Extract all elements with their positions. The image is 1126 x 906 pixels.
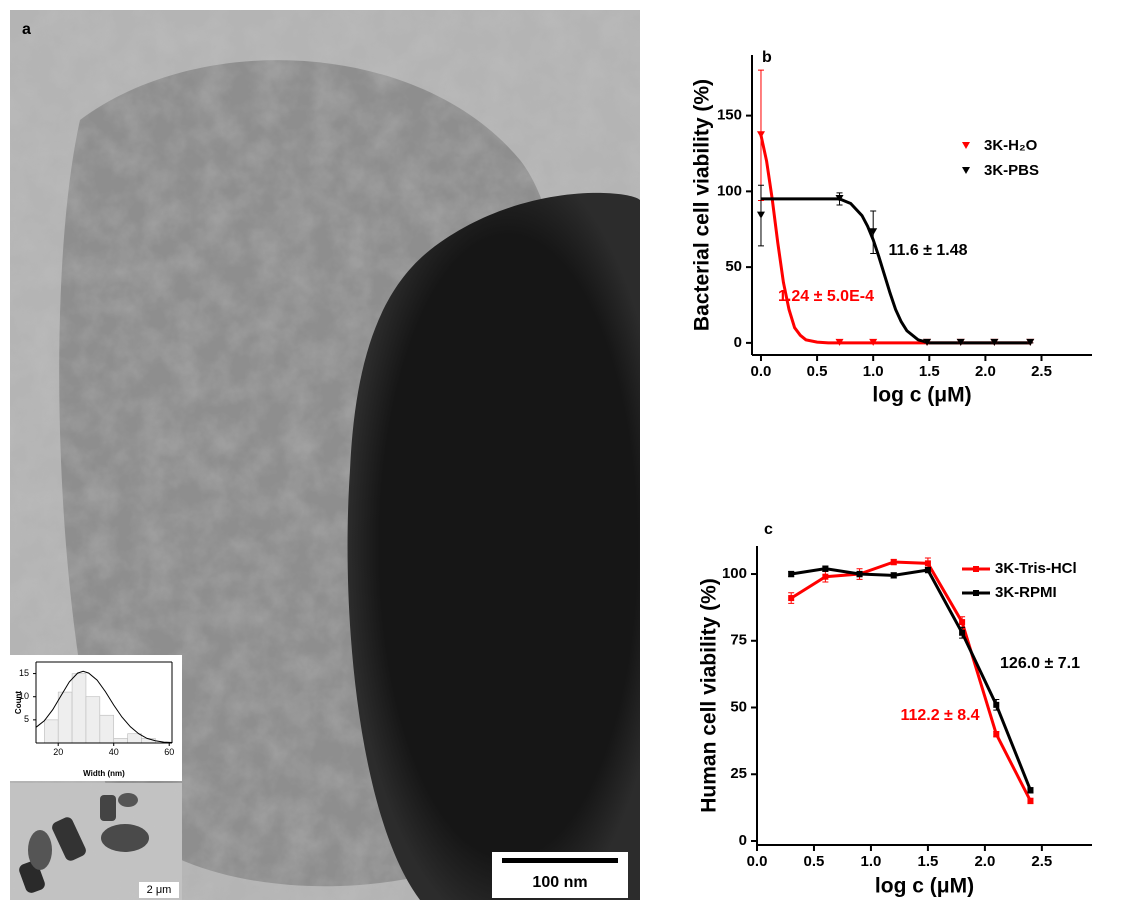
histogram-bar [128,734,142,743]
x-axis-title: log c (μM) [872,384,971,407]
histogram-bar [72,674,86,743]
legend-marker [962,167,970,174]
x-tick-label: 60 [164,747,174,757]
data-point [822,574,828,580]
chart-panel: c 0 25 50 75 100 0.0 0.5 1.0 1.5 2.0 2.5 log c (μM) H… [698,521,1092,897]
scale-bar [502,858,618,863]
chart-panel: b 0 50 100 150 0.0 0.5 1.0 1.5 2.0 2.5 log c (μM) Ba… [691,49,1092,406]
data-point [822,566,828,572]
data-point [993,731,999,737]
x-tick-label: 0.5 [807,363,828,380]
annotation: 112.2 ± 8.4 [900,707,979,724]
legend-marker [962,142,970,149]
y-tick-label: 100 [717,182,742,199]
x-axis-title: log c (μM) [875,875,974,898]
x-tick-label: 2.5 [1031,853,1052,870]
legend-marker [973,566,979,572]
histogram-bar [114,738,128,743]
legend-marker [973,590,979,596]
data-point [1027,787,1033,793]
panel-label: b [762,49,772,66]
x-tick-label: 1.0 [861,853,882,870]
panel-label: a [22,21,31,38]
x-tick-label: 2.5 [1031,363,1052,380]
y-tick-label: 15 [19,668,29,678]
histogram-bar [58,692,72,743]
y-tick-label: 0 [739,832,747,849]
x-tick-label: 0.0 [747,853,768,870]
data-point [959,630,965,636]
data-point [925,560,931,566]
histogram-bar [100,715,114,743]
x-tick-label: 2.0 [974,853,995,870]
annotation: 126.0 ± 7.1 [1000,655,1080,672]
y-tick-label: 0 [734,334,742,351]
x-tick-label: 0.5 [804,853,825,870]
x-tick-label: 20 [53,747,63,757]
data-point [788,595,794,601]
data-point [891,572,897,578]
inset-image: 2 μm [10,783,182,900]
y-tick-label: 150 [717,107,742,124]
annotation: 1.24 ± 5.0E-4 [778,288,874,305]
data-point [925,567,931,573]
data-point [1027,798,1033,804]
x-tick-label: 2.0 [975,363,996,380]
histogram-bar [44,720,58,743]
y-tick-label: 50 [730,698,747,715]
x-tick-label: 1.5 [919,363,940,380]
y-tick-label: 5 [24,714,29,724]
y-axis-title: Bacterial cell viability (%) [691,79,714,331]
x-tick-label: 40 [109,747,119,757]
legend-label: 3K-RPMI [995,584,1057,601]
legend-label: 3K-H₂O [984,137,1038,154]
y-tick-label: 25 [730,765,747,782]
y-axis-title: Human cell viability (%) [698,578,721,813]
x-axis-title: Width (nm) [83,769,125,778]
data-point [857,571,863,577]
y-tick-label: 100 [722,565,747,582]
x-tick-label: 1.5 [917,853,938,870]
x-tick-label: 1.0 [863,363,884,380]
data-point [757,131,765,138]
data-point [788,571,794,577]
histogram-bar [86,697,100,743]
x-tick-label: 0.0 [751,363,772,380]
scale-bar-label: 100 nm [532,874,587,891]
data-point [993,702,999,708]
fit-curve [761,199,1030,343]
y-axis-title: Count [14,691,23,714]
annotation: 11.6 ± 1.48 [888,242,967,259]
y-tick-label: 75 [730,632,747,649]
data-point [757,212,765,219]
y-tick-label: 50 [725,258,742,275]
legend-label: 3K-PBS [984,162,1039,179]
series-line [791,569,1030,791]
legend-label: 3K-Tris-HCl [995,560,1077,577]
inset-scale-label: 2 μm [147,884,172,896]
data-point [959,619,965,625]
data-point [891,559,897,565]
figure: a 100 nm 2 μm b0501001500.00.51.01.52.02… [0,0,1126,906]
panel-label: c [764,521,773,538]
